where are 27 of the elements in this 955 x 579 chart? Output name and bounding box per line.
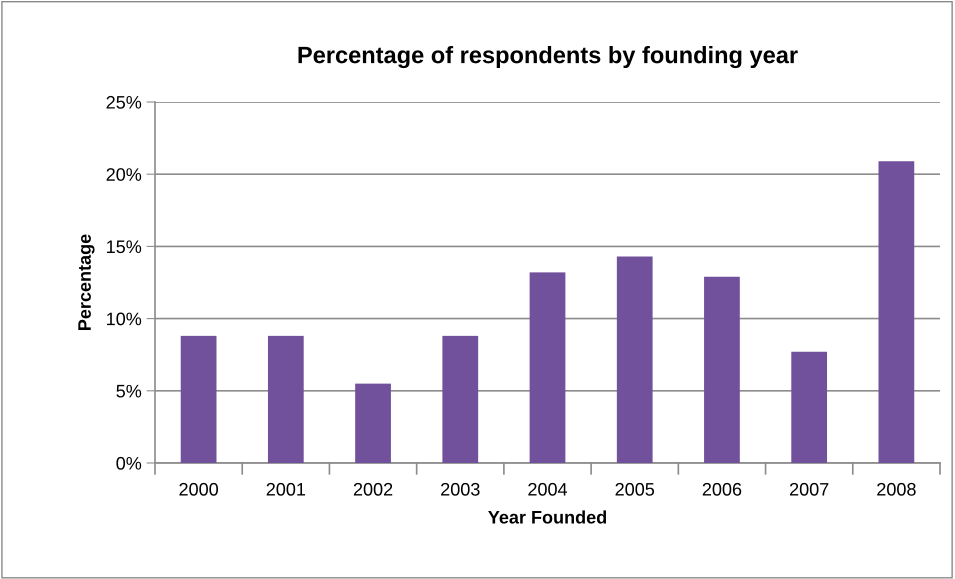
y-axis-title: Percentage: [78, 234, 95, 330]
x-axis-title: Year Founded: [488, 510, 606, 524]
x-tick-label: 2001: [266, 482, 306, 496]
x-tick-label: 2000: [179, 482, 218, 496]
bar: [180, 336, 216, 463]
y-tick-label: 15%: [107, 240, 142, 254]
x-tick-label: 2005: [616, 482, 654, 496]
y-tick-label: 25%: [106, 96, 142, 109]
x-tick-label: 2007: [790, 482, 828, 496]
x-tick-label: 2006: [702, 482, 742, 496]
y-tick-label: 10%: [107, 312, 142, 326]
bar: [442, 336, 478, 463]
y-tick-label: 5%: [116, 384, 142, 398]
bar: [530, 272, 566, 463]
bar: [878, 161, 914, 463]
y-tick-label: 20%: [106, 168, 142, 181]
x-tick-label: 2003: [441, 482, 480, 496]
bar: [791, 352, 828, 463]
x-tick-label: 2004: [528, 482, 568, 496]
x-tick-label: 2008: [877, 482, 916, 496]
bar: [616, 256, 653, 463]
x-tick-label: 2002: [354, 482, 392, 496]
bar: [268, 336, 304, 463]
bar: [704, 276, 740, 463]
bar: [355, 384, 391, 463]
y-tick-label: 0%: [116, 456, 142, 470]
chart-title: Percentage of respondents by founding year: [298, 46, 798, 68]
